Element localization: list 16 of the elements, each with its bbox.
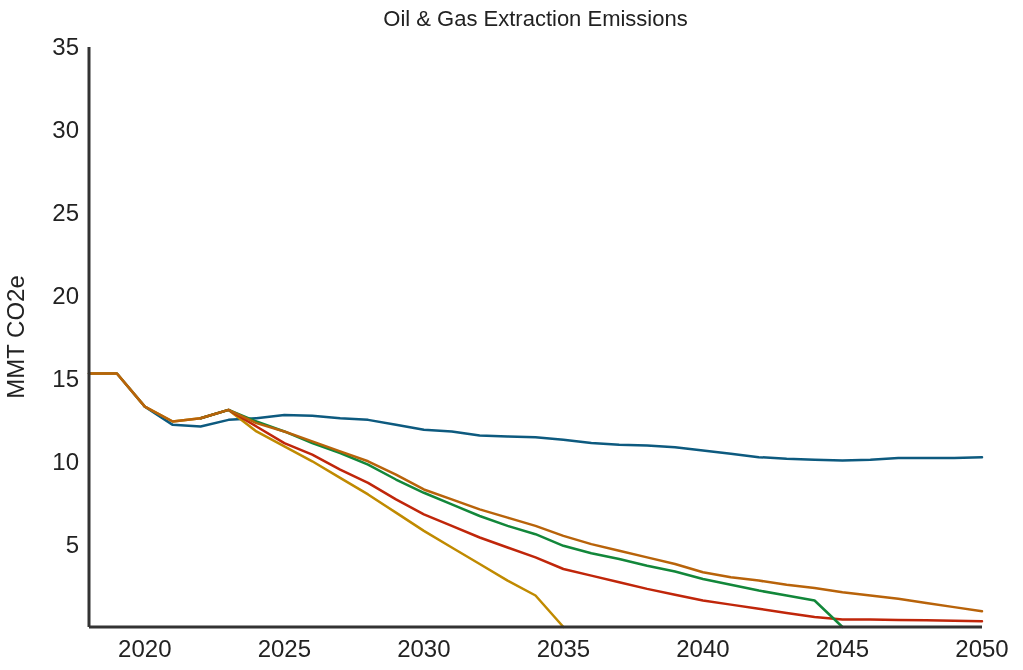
x-tick-label: 2050	[955, 635, 1009, 662]
x-tick-label: 2035	[536, 635, 591, 662]
y-tick-label: 30	[52, 116, 79, 144]
y-tick-label: 20	[52, 281, 79, 309]
x-tick-label: 2025	[257, 635, 312, 662]
y-tick-label: 25	[52, 199, 79, 227]
y-tick-label: 5	[65, 530, 79, 558]
y-tick-label: 15	[52, 364, 79, 392]
x-tick-label: 2045	[815, 635, 870, 662]
chart-title: Oil & Gas Extraction Emissions	[383, 6, 688, 31]
y-axis-title: MMT CO2e	[2, 275, 29, 399]
x-tick-label: 2030	[397, 635, 451, 662]
y-tick-label: 35	[52, 33, 79, 61]
x-tick-label: 2020	[118, 635, 172, 662]
x-tick-label: 2040	[676, 635, 730, 662]
y-tick-label: 10	[52, 447, 79, 475]
